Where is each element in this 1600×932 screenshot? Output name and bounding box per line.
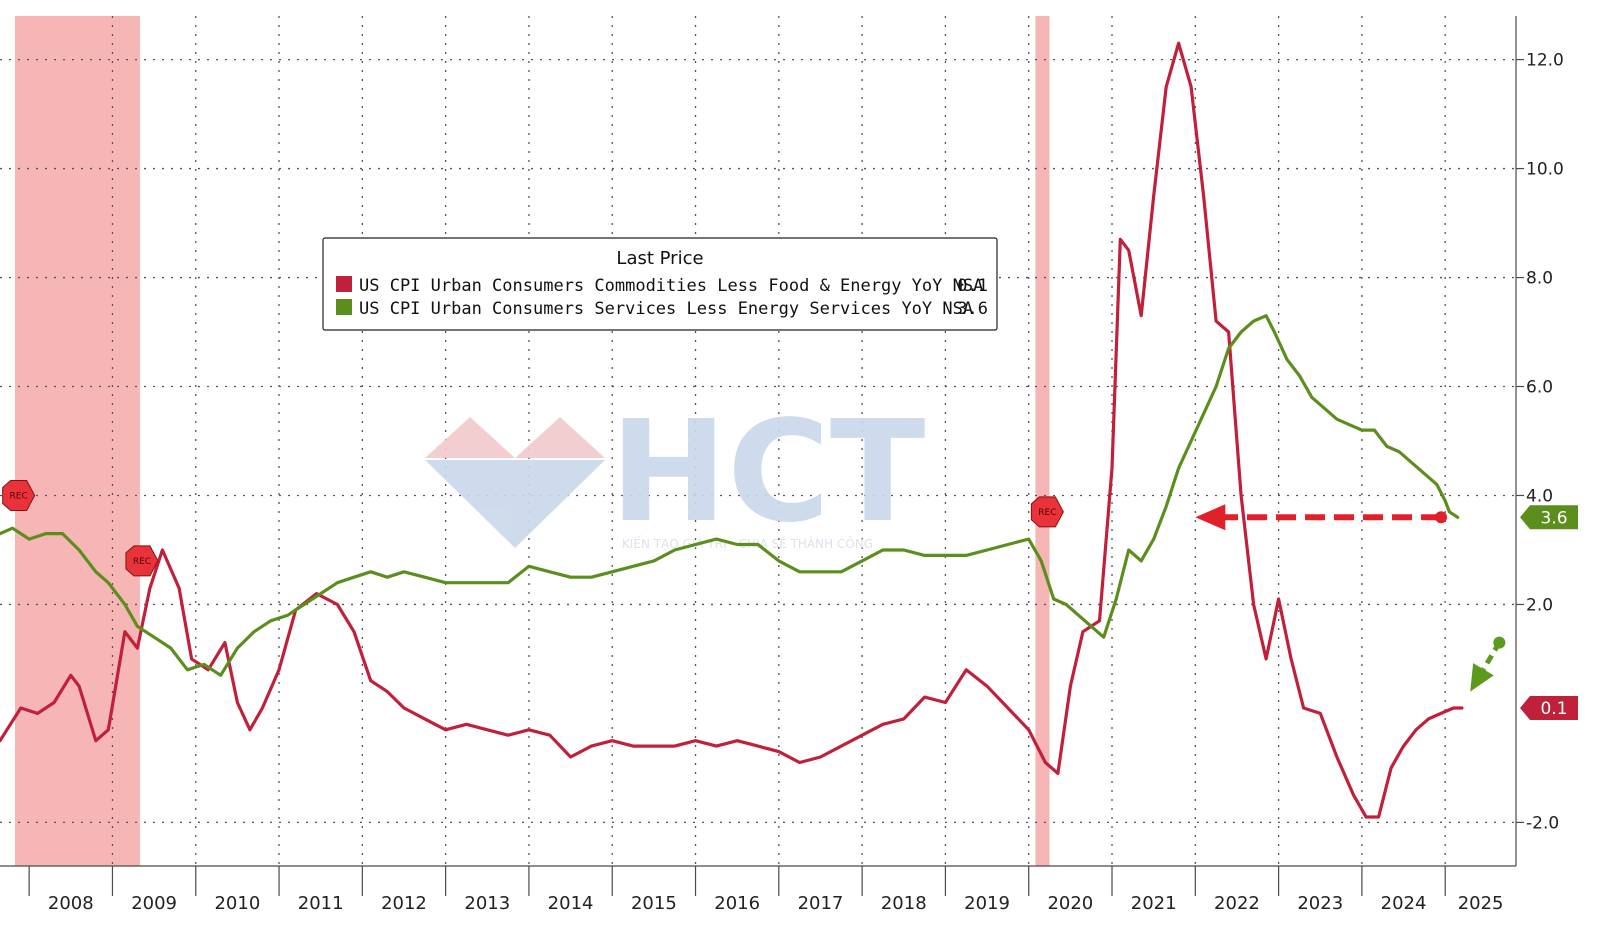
recession-band-0 [14,16,140,866]
legend-label-commodities: US CPI Urban Consumers Commodities Less … [359,276,983,296]
y-tick-label: -2.0 [1526,813,1559,833]
legend-swatch-services [336,299,352,315]
y-tick-label: 10.0 [1526,160,1564,180]
recession-marker-label: REC [1038,508,1056,518]
x-tick-label: 2016 [714,893,760,914]
legend-value-services: 3.6 [957,299,988,319]
recession-shading [14,16,1050,866]
series-lines [0,41,1464,819]
x-tick-label: 2010 [214,893,260,914]
recession-marker-2 [1030,496,1064,528]
x-tick-label: 2013 [464,893,510,914]
watermark-brand: HCT [610,391,925,554]
red-arrow-head [1195,504,1226,531]
watermark-logo-bottom [425,460,605,548]
annotations [1195,504,1506,692]
legend-label-services: US CPI Urban Consumers Services Less Ene… [359,299,973,319]
legend-value-commodities: 0.1 [957,276,988,296]
y-tick-label: 4.0 [1526,486,1553,506]
x-tick-label: 2012 [381,893,427,914]
legend: Last Price US CPI Urban Consumers Commod… [322,237,998,331]
x-tick-label: 2011 [298,893,344,914]
last-value-label-0: 0.1 [1540,699,1567,719]
green-arrow-origin [1493,636,1506,649]
x-tick-label: 2017 [798,893,844,914]
recession-marker-label: REC [133,557,151,567]
x-tick-label: 2020 [1047,893,1093,914]
y-tick-label: 6.0 [1526,378,1553,398]
axes: -2.0 2.0 4.0 6.0 8.0 10.0 12.0 2008 2009 2010 2011… [0,16,1578,914]
recession-marker-1 [125,545,159,577]
x-tick-label: 2015 [631,893,677,914]
legend-swatch-commodities [336,276,352,292]
legend-title: Last Price [616,248,703,269]
x-tick-label: 2018 [881,893,927,914]
recession-marker-label: REC [10,491,28,501]
x-tick-label: 2021 [1131,893,1177,914]
series-line-1 [0,314,1460,677]
y-tick-label: 2.0 [1526,595,1553,615]
y-tick-label: 8.0 [1526,269,1553,289]
last-value-tag-0 [1520,695,1578,720]
watermark-logo-top-left [425,417,515,458]
legend-box [322,237,998,331]
x-tick-label: 2023 [1297,893,1343,914]
series-line-0 [0,41,1464,819]
recession-markers: REC REC REC [2,479,1064,577]
watermark-logo-top-right [515,417,605,458]
last-value-tag-1 [1520,505,1578,530]
green-arrow-head [1470,663,1494,692]
x-tick-label: 2014 [548,893,594,914]
x-tick-label: 2022 [1214,893,1260,914]
watermark: HCT KIẾN TẠO GIÁ TRỊ - CHIA SẺ THÀNH CÔN… [425,391,925,554]
x-tick-label: 2019 [964,893,1010,914]
recession-band-1 [1035,16,1050,866]
red-arrow-origin [1435,511,1448,524]
x-tick-label: 2008 [48,893,94,914]
recession-marker-0 [2,479,36,511]
last-value-label-1: 3.6 [1540,508,1567,528]
x-tick-label: 2009 [131,893,177,914]
x-tick-label: 2024 [1381,893,1427,914]
x-tick-label: 2025 [1458,893,1504,914]
y-tick-label: 12.0 [1526,51,1564,71]
